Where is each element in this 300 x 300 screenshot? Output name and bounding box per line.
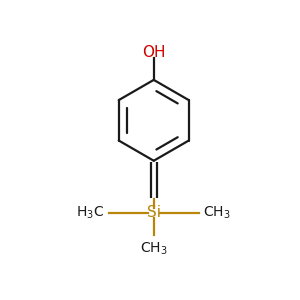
Text: H$_3$C: H$_3$C xyxy=(76,205,104,221)
Text: CH$_3$: CH$_3$ xyxy=(140,240,168,257)
Text: CH$_3$: CH$_3$ xyxy=(203,205,231,221)
Text: OH: OH xyxy=(142,45,166,60)
Text: Si: Si xyxy=(147,205,161,220)
